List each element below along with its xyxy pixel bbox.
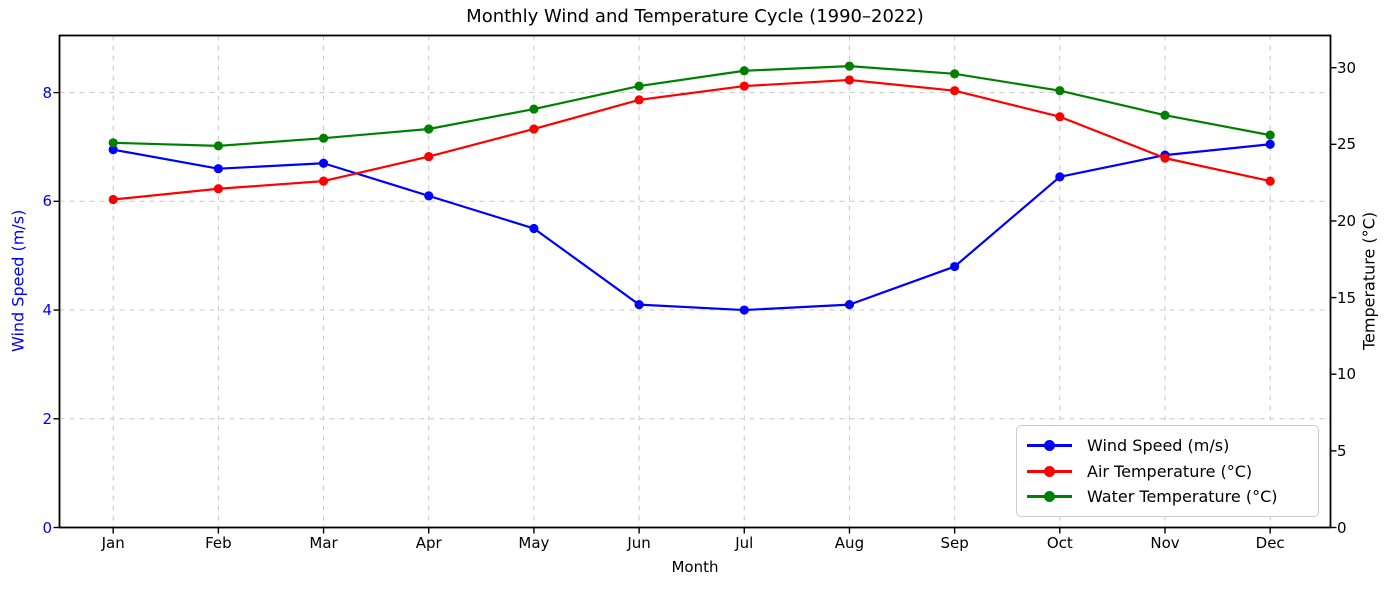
right-y-tick-label: 5 bbox=[1337, 441, 1347, 460]
x-tick-label: Nov bbox=[1150, 534, 1180, 552]
legend-item-wind-speed: Wind Speed (m/s) bbox=[1027, 436, 1308, 455]
x-tick-label: May bbox=[518, 534, 550, 552]
series-1 bbox=[108, 75, 1275, 205]
legend-line-marker-icon bbox=[1027, 465, 1072, 477]
series-2 bbox=[108, 61, 1275, 151]
legend-label: Water Temperature (°C) bbox=[1087, 486, 1278, 506]
x-tick-label: Apr bbox=[415, 534, 442, 552]
legend-line-marker-icon bbox=[1027, 490, 1072, 502]
chart-title: Monthly Wind and Temperature Cycle (1990… bbox=[466, 6, 924, 27]
x-tick-label: Aug bbox=[834, 534, 865, 552]
legend-item-water-temperature: Water Temperature (°C) bbox=[1027, 487, 1308, 506]
right-y-tick-label: 25 bbox=[1337, 135, 1357, 154]
series-0 bbox=[108, 139, 1275, 315]
left-y-tick-label: 0 bbox=[42, 518, 52, 537]
x-tick-label: Jan bbox=[101, 534, 125, 552]
legend-label: Air Temperature (°C) bbox=[1087, 461, 1253, 481]
plot-frame bbox=[58, 34, 1332, 529]
x-tick-label: Jul bbox=[735, 534, 754, 552]
left-y-tick-label: 2 bbox=[42, 409, 52, 428]
left-y-tick-label: 4 bbox=[42, 301, 52, 320]
x-tick-label: Dec bbox=[1255, 534, 1285, 552]
right-y-tick-label: 0 bbox=[1337, 518, 1347, 537]
right-y-tick-label: 10 bbox=[1337, 365, 1357, 384]
x-axis-label: Month bbox=[671, 558, 719, 576]
left-y-tick-label: 6 bbox=[42, 192, 52, 211]
left-y-tick-label: 8 bbox=[42, 83, 52, 102]
legend-line-marker-icon bbox=[1027, 440, 1072, 452]
legend-label: Wind Speed (m/s) bbox=[1087, 436, 1230, 456]
right-y-tick-label: 30 bbox=[1337, 58, 1357, 77]
x-tick-label: Jun bbox=[627, 534, 651, 552]
x-tick-label: Feb bbox=[205, 534, 232, 552]
right-y-tick-label: 15 bbox=[1337, 288, 1357, 307]
legend: Wind Speed (m/s) Air Temperature (°C) Wa… bbox=[1016, 425, 1319, 517]
x-tick-label: Sep bbox=[940, 534, 969, 552]
right-y-tick-label: 20 bbox=[1337, 211, 1357, 230]
legend-item-air-temperature: Air Temperature (°C) bbox=[1027, 462, 1308, 481]
left-y-axis-label: Wind Speed (m/s) bbox=[8, 209, 28, 353]
x-tick-label: Mar bbox=[309, 534, 338, 552]
tick-marks bbox=[53, 66, 1337, 534]
x-tick-label: Oct bbox=[1046, 534, 1073, 552]
